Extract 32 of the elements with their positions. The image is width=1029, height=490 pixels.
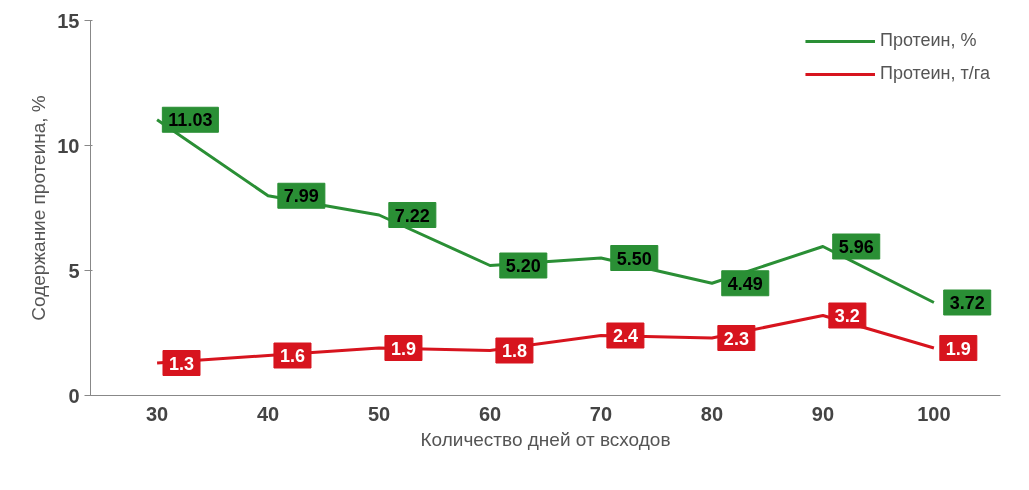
data-label: 5.50 (616, 248, 652, 269)
data-label: 5.20 (505, 256, 541, 276)
data-label: 4.49 (727, 273, 763, 294)
x-tick-label: 40 (256, 402, 280, 425)
data-label: 1.3 (168, 353, 195, 374)
data-label: 5.96 (838, 237, 874, 257)
data-label: 2.4 (612, 326, 638, 346)
x-tick-label: 50 (367, 402, 391, 425)
x-tick-label: 70 (589, 402, 613, 425)
y-tick-label: 0 (68, 384, 80, 407)
y-tick-label: 15 (57, 9, 80, 32)
data-label: 11.03 (168, 110, 213, 131)
data-label: 1.6 (279, 346, 305, 366)
legend-label: Протеин, т/га (879, 63, 990, 84)
x-tick-label: 100 (917, 402, 951, 425)
y-axis-title: Содержание протеина, % (28, 95, 50, 321)
data-label: 7.22 (394, 205, 430, 226)
x-tick-label: 60 (478, 402, 502, 425)
x-tick-label: 80 (700, 402, 724, 425)
data-label: 2.3 (723, 328, 749, 349)
x-axis-title: Количество дней от всходов (420, 428, 671, 450)
y-tick-label: 5 (68, 259, 80, 282)
data-label: 1.9 (945, 338, 971, 359)
data-label: 3.2 (834, 306, 860, 326)
y-tick-label: 10 (57, 134, 80, 157)
data-label: 3.72 (949, 293, 985, 313)
x-tick-label: 30 (145, 402, 169, 425)
legend-label: Протеин, % (879, 30, 977, 51)
data-label: 1.9 (390, 338, 416, 359)
data-label: 7.99 (283, 186, 319, 207)
data-label: 1.8 (501, 341, 527, 361)
x-tick-label: 90 (811, 402, 835, 425)
